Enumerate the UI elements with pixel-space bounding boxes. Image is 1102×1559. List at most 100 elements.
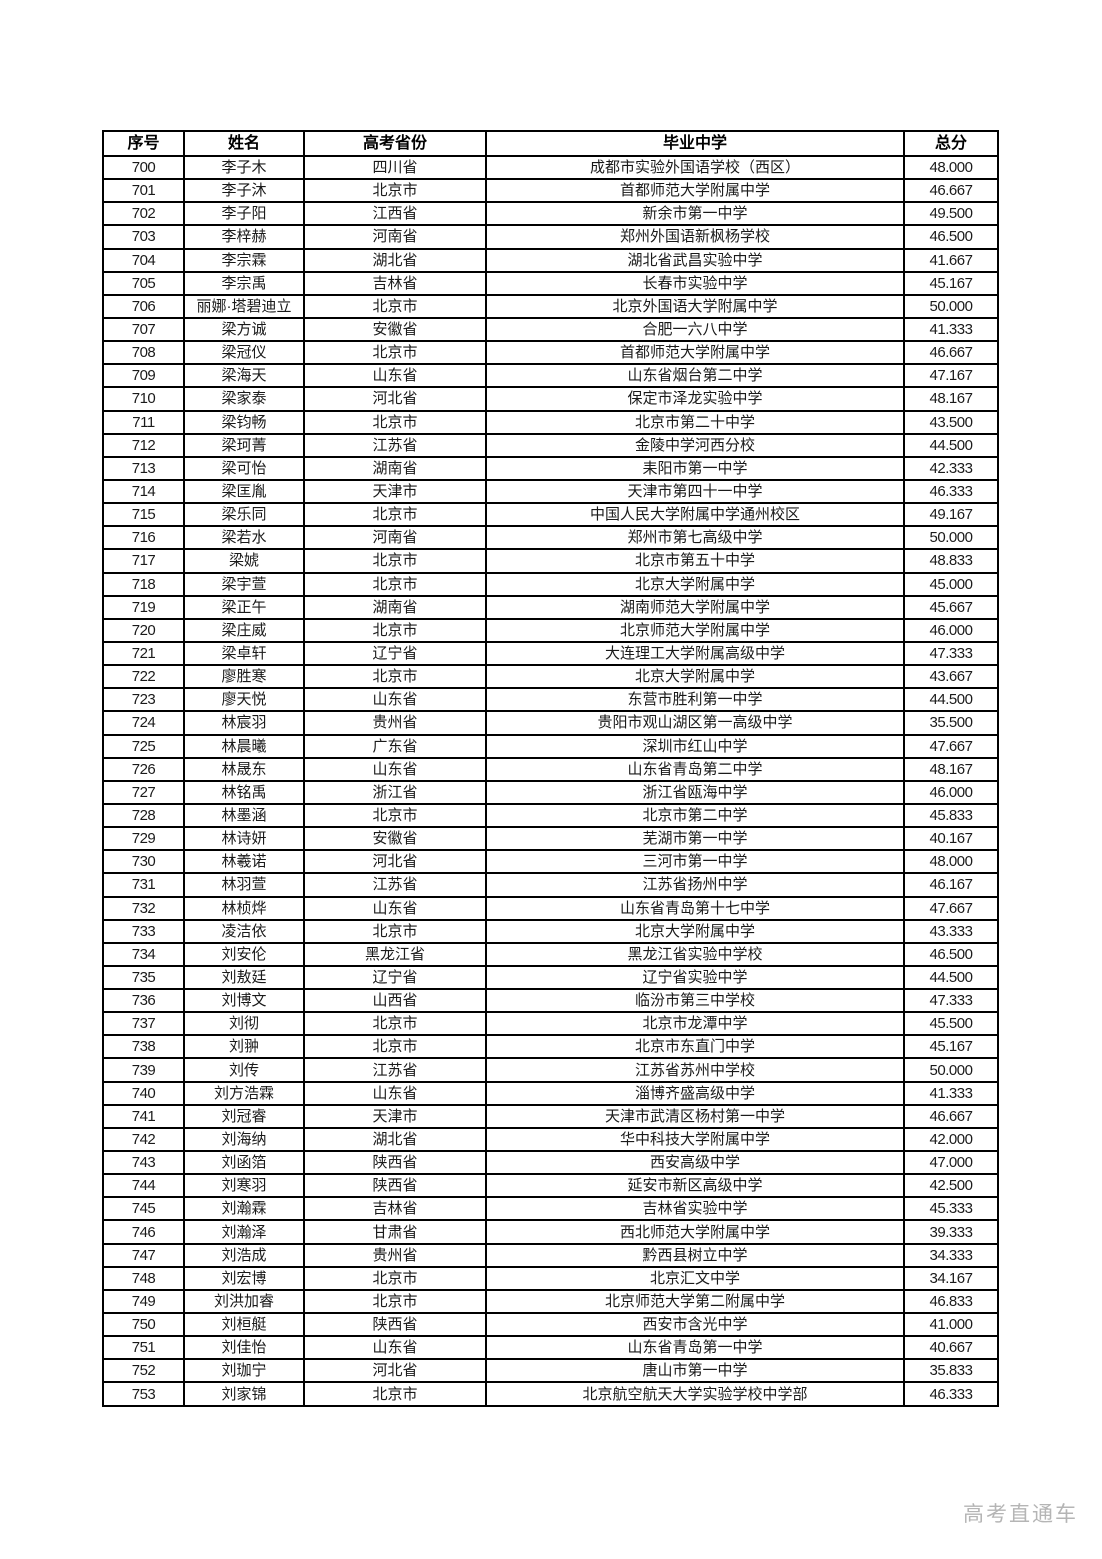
header-row: 序号 姓名 高考省份 毕业中学 总分 <box>102 130 999 157</box>
cell-score: 46.333 <box>903 478 999 505</box>
cell-school: 黔西县树立中学 <box>485 1242 905 1268</box>
cell-school: 三河市第一中学 <box>485 849 905 875</box>
col-header-name: 姓名 <box>183 130 305 157</box>
cell-no: 753 <box>102 1381 185 1407</box>
cell-province: 湖北省 <box>303 247 487 273</box>
cell-no: 708 <box>102 340 185 366</box>
cell-score: 47.333 <box>903 988 999 1014</box>
cell-province: 北京市 <box>303 293 487 319</box>
cell-name: 梁家泰 <box>183 386 305 412</box>
cell-school: 北京大学附属中学 <box>485 918 905 944</box>
cell-score: 48.000 <box>903 849 999 875</box>
cell-school: 北京外国语大学附属中学 <box>485 293 905 319</box>
cell-no: 724 <box>102 710 185 736</box>
cell-province: 北京市 <box>303 802 487 829</box>
cell-no: 751 <box>102 1335 185 1361</box>
cell-school: 北京市东直门中学 <box>485 1034 905 1060</box>
cell-name: 刘敖廷 <box>183 964 305 991</box>
cell-school: 辽宁省实验中学 <box>485 964 905 991</box>
cell-no: 707 <box>102 316 185 343</box>
table-row: 704 李宗霖 湖北省 湖北省武昌实验中学 41.667 <box>102 247 999 273</box>
table-row: 746 刘瀚泽 甘肃省 西北师范大学附属中学 39.333 <box>102 1219 999 1245</box>
cell-score: 48.167 <box>903 756 999 782</box>
cell-score: 49.500 <box>903 201 999 227</box>
cell-province: 北京市 <box>303 617 487 643</box>
table-row: 711 梁钧畅 北京市 北京市第二十中学 43.500 <box>102 409 999 435</box>
cell-score: 44.500 <box>903 964 999 991</box>
cell-no: 711 <box>102 409 185 435</box>
cell-name: 刘佳怡 <box>183 1335 305 1361</box>
cell-school: 深圳市红山中学 <box>485 733 905 759</box>
cell-score: 41.000 <box>903 1312 999 1338</box>
cell-score: 47.667 <box>903 733 999 759</box>
cell-no: 734 <box>102 941 185 967</box>
table-row: 753 刘家锦 北京市 北京航空航天大学实验学校中学部 46.333 <box>102 1381 999 1407</box>
cell-score: 40.667 <box>903 1335 999 1361</box>
table-row: 733 凌洁依 北京市 北京大学附属中学 43.333 <box>102 918 999 944</box>
cell-name: 李宗禹 <box>183 270 305 296</box>
table-row: 716 梁若水 河南省 郑州市第七高级中学 50.000 <box>102 525 999 551</box>
table-row: 732 林桢烨 山东省 山东省青岛第十七中学 47.667 <box>102 895 999 921</box>
table-row: 700 李子木 四川省 成都市实验外国语学校（西区） 48.000 <box>102 154 999 181</box>
cell-province: 北京市 <box>303 918 487 944</box>
cell-name: 梁乐同 <box>183 502 305 528</box>
cell-school: 天津市武清区杨村第一中学 <box>485 1103 905 1129</box>
cell-school: 北京汇文中学 <box>485 1265 905 1291</box>
table-row: 705 李宗禹 吉林省 长春市实验中学 45.167 <box>102 270 999 296</box>
cell-no: 747 <box>102 1242 185 1268</box>
cell-no: 709 <box>102 363 185 389</box>
table-row: 727 林铭禹 浙江省 浙江省瓯海中学 46.000 <box>102 779 999 805</box>
cell-province: 山东省 <box>303 1335 487 1361</box>
cell-no: 720 <box>102 617 185 643</box>
table-row: 737 刘彻 北京市 北京市龙潭中学 45.500 <box>102 1011 999 1037</box>
cell-score: 46.000 <box>903 779 999 805</box>
table-row: 728 林墨涵 北京市 北京市第二中学 45.833 <box>102 802 999 829</box>
cell-name: 梁婋 <box>183 548 305 574</box>
table-body: 700 李子木 四川省 成都市实验外国语学校（西区） 48.000 701 李子沐 北京市 首都… <box>102 154 999 1407</box>
table-row: 734 刘安伦 黑龙江省 黑龙江省实验中学校 46.500 <box>102 941 999 967</box>
cell-score: 45.500 <box>903 1011 999 1037</box>
table-row: 714 梁匡胤 天津市 天津市第四十一中学 46.333 <box>102 478 999 505</box>
cell-score: 50.000 <box>903 525 999 551</box>
cell-no: 726 <box>102 756 185 782</box>
cell-score: 43.333 <box>903 918 999 944</box>
cell-no: 741 <box>102 1103 185 1129</box>
cell-school: 首都师范大学附属中学 <box>485 340 905 366</box>
cell-no: 740 <box>102 1080 185 1106</box>
cell-province: 山东省 <box>303 895 487 921</box>
table-row: 703 李梓赫 河南省 郑州外国语新枫杨学校 46.500 <box>102 224 999 250</box>
cell-name: 刘传 <box>183 1057 305 1083</box>
cell-score: 40.167 <box>903 826 999 852</box>
cell-no: 717 <box>102 548 185 574</box>
table-row: 717 梁婋 北京市 北京市第五十中学 48.833 <box>102 548 999 574</box>
cell-no: 735 <box>102 964 185 991</box>
cell-name: 梁庄威 <box>183 617 305 643</box>
cell-province: 四川省 <box>303 154 487 181</box>
cell-no: 723 <box>102 687 185 713</box>
cell-name: 梁方诚 <box>183 316 305 343</box>
cell-school: 合肥一六八中学 <box>485 316 905 343</box>
table-row: 741 刘冠睿 天津市 天津市武清区杨村第一中学 46.667 <box>102 1103 999 1129</box>
cell-school: 山东省青岛第十七中学 <box>485 895 905 921</box>
cell-name: 刘桓艇 <box>183 1312 305 1338</box>
cell-name: 梁卓轩 <box>183 640 305 667</box>
cell-no: 719 <box>102 594 185 620</box>
cell-no: 705 <box>102 270 185 296</box>
cell-province: 安徽省 <box>303 826 487 852</box>
cell-school: 江苏省苏州中学校 <box>485 1057 905 1083</box>
cell-no: 731 <box>102 872 185 898</box>
cell-score: 43.667 <box>903 664 999 690</box>
score-sheet: 序号 姓名 高考省份 毕业中学 总分 700 李子木 四川省 成都市实验外国语学校（西… <box>102 130 999 1407</box>
table-row: 738 刘翀 北京市 北京市东直门中学 45.167 <box>102 1034 999 1060</box>
cell-no: 737 <box>102 1011 185 1037</box>
cell-province: 浙江省 <box>303 779 487 805</box>
cell-name: 李子阳 <box>183 201 305 227</box>
table-row: 723 廖天悦 山东省 东营市胜利第一中学 44.500 <box>102 687 999 713</box>
table-row: 722 廖胜寒 北京市 北京大学附属中学 43.667 <box>102 664 999 690</box>
cell-province: 北京市 <box>303 571 487 597</box>
cell-score: 43.500 <box>903 409 999 435</box>
table-row: 743 刘函箔 陕西省 西安高级中学 47.000 <box>102 1150 999 1176</box>
cell-score: 47.167 <box>903 363 999 389</box>
cell-name: 梁若水 <box>183 525 305 551</box>
cell-province: 河北省 <box>303 849 487 875</box>
